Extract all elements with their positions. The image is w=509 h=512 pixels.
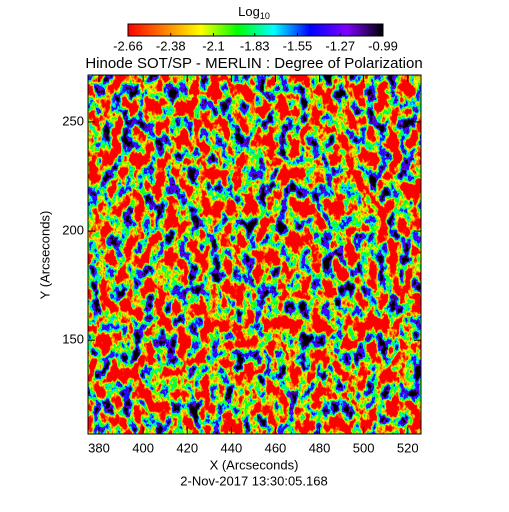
- plot-frame: [87, 74, 422, 435]
- x-tick-label: 460: [265, 440, 287, 455]
- x-tick-label: 380: [88, 440, 110, 455]
- x-tick-label: 520: [397, 440, 419, 455]
- colorbar-tick-label: -1.27: [325, 38, 355, 53]
- colorbar-tick-label: -1.83: [240, 38, 270, 53]
- footer-timestamp: 2-Nov-2017 13:30:05.168: [180, 473, 327, 488]
- y-axis-label: Y (Arcseconds): [37, 211, 52, 300]
- colorbar-tick-label: -2.66: [113, 38, 143, 53]
- colorbar-tick-label: -1.55: [283, 38, 313, 53]
- colorbar-label: Log10: [238, 4, 270, 21]
- colorbar-tick-label: -2.1: [202, 38, 224, 53]
- x-tick-label: 420: [176, 440, 198, 455]
- heatmap-image: [88, 75, 421, 434]
- x-tick-label: 440: [220, 440, 242, 455]
- x-tick-label: 480: [309, 440, 331, 455]
- x-tick-label: 400: [132, 440, 154, 455]
- colorbar-tick-label: -2.38: [156, 38, 186, 53]
- y-tick-label: 150: [62, 332, 84, 347]
- y-tick-label: 250: [62, 113, 84, 128]
- colorbar: [127, 23, 384, 37]
- y-tick-label: 200: [62, 222, 84, 237]
- x-axis-label: X (Arcseconds): [210, 457, 299, 472]
- colorbar-tick-label: -0.99: [368, 38, 398, 53]
- chart-title: Hinode SOT/SP - MERLIN : Degree of Polar…: [85, 55, 422, 72]
- x-tick-label: 500: [353, 440, 375, 455]
